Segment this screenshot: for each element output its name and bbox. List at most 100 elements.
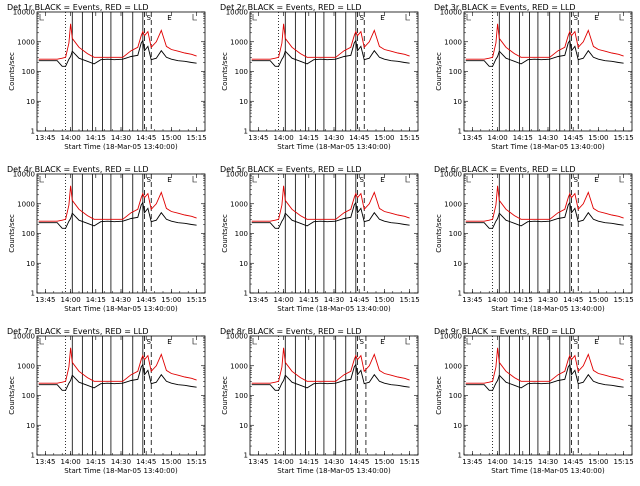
y-axis-label: Counts/sec: [221, 376, 229, 415]
panel-title: Det 3r BLACK = Events, RED = LLD: [434, 3, 576, 12]
x-tick-label: 14:00: [488, 296, 508, 304]
events-series-line: [465, 39, 624, 67]
x-tick-label: 14:15: [86, 458, 106, 466]
y-axis-label: Counts/sec: [8, 52, 16, 91]
letter-mark-e: E: [167, 176, 171, 184]
y-axis-label: Counts/sec: [8, 214, 16, 253]
letter-mark-s: S: [360, 14, 365, 22]
y-tick-label: 100: [449, 392, 462, 400]
plot-frame: [463, 173, 633, 294]
chart-panel: Det 4r BLACK = Events, RED = LLD Counts/s…: [7, 165, 207, 313]
x-axis-label: Start Time (18-Mar-05 13:40:00): [491, 143, 605, 151]
y-axis-label: Counts/sec: [221, 214, 229, 253]
corner-bracket-left: [39, 14, 44, 21]
x-tick-label: 14:45: [563, 134, 583, 142]
x-axis-label: Start Time (18-Mar-05 13:40:00): [64, 305, 178, 313]
plot-frame: [463, 335, 633, 456]
x-tick-label: 13:45: [462, 296, 482, 304]
plot-frame: [36, 335, 206, 456]
x-tick-label: 14:15: [513, 458, 533, 466]
lld-series-line: [251, 347, 410, 384]
x-axis-label: Start Time (18-Mar-05 13:40:00): [277, 305, 391, 313]
chart-panel: Det 8r BLACK = Events, RED = LLD Counts/s…: [220, 327, 420, 475]
x-tick-label: 14:00: [488, 134, 508, 142]
y-axis-label: Counts/sec: [435, 376, 443, 415]
x-tick-label: 15:00: [588, 134, 608, 142]
letter-mark-e: E: [594, 176, 598, 184]
x-tick-label: 15:00: [374, 296, 394, 304]
x-tick-label: 13:45: [248, 458, 268, 466]
chart-panel: Det 5r BLACK = Events, RED = LLD Counts/s…: [220, 165, 420, 313]
x-tick-label: 15:00: [374, 458, 394, 466]
x-tick-label: 14:45: [136, 458, 156, 466]
x-tick-label: 15:15: [187, 134, 207, 142]
y-tick-label: 1: [31, 128, 35, 136]
x-tick-label: 14:30: [324, 134, 344, 142]
corner-bracket-left: [39, 338, 44, 345]
y-tick-label: 10000: [440, 333, 462, 341]
panel-title: Det 8r BLACK = Events, RED = LLD: [220, 327, 362, 336]
plot-frame: [463, 11, 633, 132]
x-tick-label: 14:00: [61, 296, 81, 304]
corner-bracket-right: [192, 338, 197, 345]
panel-title: Det 1r BLACK = Events, RED = LLD: [7, 3, 149, 12]
panel-title: Det 5r BLACK = Events, RED = LLD: [220, 165, 362, 174]
x-tick-label: 14:30: [111, 458, 131, 466]
x-tick-label: 15:15: [400, 458, 420, 466]
x-tick-label: 13:45: [35, 458, 55, 466]
letter-mark-e: E: [380, 14, 384, 22]
letter-mark-e: E: [167, 14, 171, 22]
lld-series-line: [251, 23, 410, 60]
y-tick-label: 10: [26, 260, 35, 268]
y-tick-label: 1000: [230, 200, 248, 208]
y-tick-label: 10: [26, 422, 35, 430]
letter-mark-s: S: [574, 176, 579, 184]
corner-bracket-left: [466, 176, 471, 183]
y-tick-label: 1000: [230, 38, 248, 46]
panel-title: Det 2r BLACK = Events, RED = LLD: [220, 3, 362, 12]
panel-title: Det 6r BLACK = Events, RED = LLD: [434, 165, 576, 174]
y-tick-label: 10000: [440, 9, 462, 17]
x-axis-label: Start Time (18-Mar-05 13:40:00): [277, 143, 391, 151]
corner-bracket-left: [466, 338, 471, 345]
chart-panel: Det 9r BLACK = Events, RED = LLD Counts/s…: [434, 327, 634, 475]
y-tick-label: 10: [453, 260, 462, 268]
y-tick-label: 1000: [444, 362, 462, 370]
y-tick-label: 1000: [230, 362, 248, 370]
y-tick-label: 10: [239, 260, 248, 268]
corner-bracket-left: [39, 176, 44, 183]
chart-panel: Det 6r BLACK = Events, RED = LLD Counts/s…: [434, 165, 634, 313]
x-tick-label: 15:00: [588, 458, 608, 466]
x-tick-label: 15:15: [400, 296, 420, 304]
corner-bracket-right: [192, 14, 197, 21]
x-tick-label: 14:30: [538, 296, 558, 304]
x-tick-label: 14:30: [324, 458, 344, 466]
y-tick-label: 100: [235, 230, 248, 238]
panel-title: Det 4r BLACK = Events, RED = LLD: [7, 165, 149, 174]
events-series-line: [465, 363, 624, 391]
x-tick-label: 14:30: [111, 134, 131, 142]
y-tick-label: 100: [22, 68, 35, 76]
corner-bracket-right: [405, 14, 410, 21]
chart-panel: Det 1r BLACK = Events, RED = LLD Counts/s…: [7, 3, 207, 151]
corner-bracket-left: [252, 14, 257, 21]
x-tick-label: 14:15: [299, 296, 319, 304]
x-tick-label: 14:00: [274, 296, 294, 304]
x-tick-label: 15:15: [614, 134, 634, 142]
plot-frame: [36, 11, 206, 132]
y-tick-label: 100: [22, 392, 35, 400]
corner-bracket-left: [252, 176, 257, 183]
y-tick-label: 1000: [444, 38, 462, 46]
events-series-line: [38, 39, 197, 67]
x-tick-label: 15:15: [614, 296, 634, 304]
x-tick-label: 14:15: [513, 134, 533, 142]
y-tick-label: 100: [449, 68, 462, 76]
letter-mark-s: S: [147, 14, 152, 22]
letter-mark-e: E: [594, 14, 598, 22]
y-tick-label: 1: [458, 290, 462, 298]
y-tick-label: 100: [22, 230, 35, 238]
y-tick-label: 10000: [226, 171, 248, 179]
y-tick-label: 10000: [13, 333, 35, 341]
y-tick-label: 10000: [13, 171, 35, 179]
y-axis-label: Counts/sec: [8, 376, 16, 415]
